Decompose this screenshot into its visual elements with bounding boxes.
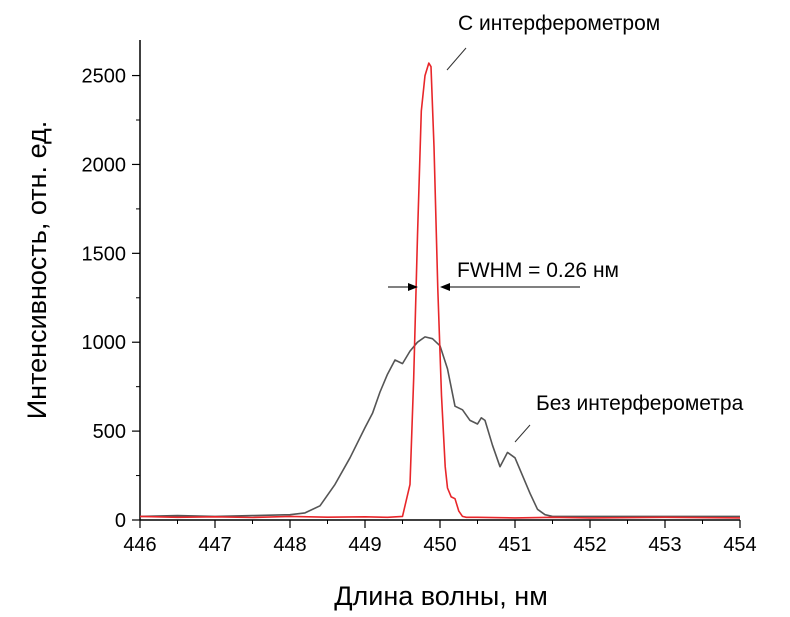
y-tick-label: 2000 [82,154,127,176]
x-tick-label: 453 [648,534,681,556]
red-series-label: С интерферометром [458,12,660,35]
fwhm-right-arrowhead [440,283,450,291]
y-tick-label: 1000 [82,332,127,354]
x-tick-label: 450 [423,534,456,556]
axes [139,40,740,521]
x-tick-label: 448 [273,534,306,556]
x-tick-label: 451 [498,534,531,556]
y-tick-label: 500 [93,421,126,443]
x-axis-title: Длина волны, нм [334,581,548,611]
ticks: 446 447 448 449 450 451 452 453 454 0 500 1000 1500 2… [82,66,757,556]
red-series-label-leader [446,47,467,71]
x-tick-label: 452 [573,534,606,556]
fwhm-left-arrowhead [408,283,418,291]
y-axis-title: Интенсивность, отн. ед. [22,121,52,419]
fwhm-label: FWHM = 0.26 нм [457,259,619,282]
series-layer [139,62,741,519]
x-tick-label: 449 [348,534,381,556]
series-with-interferometer [139,62,741,519]
x-tick-label: 454 [723,534,756,556]
annotations: С интерферометром Без интерферометра FWH… [388,12,744,443]
y-tick-label: 1500 [82,243,127,265]
y-tick-label: 2500 [82,66,127,88]
y-tick-label: 0 [115,510,126,532]
gray-series-label: Без интерферометра [536,392,744,415]
x-tick-label: 447 [198,534,231,556]
x-tick-label: 446 [123,534,156,556]
gray-series-label-leader [514,424,531,443]
